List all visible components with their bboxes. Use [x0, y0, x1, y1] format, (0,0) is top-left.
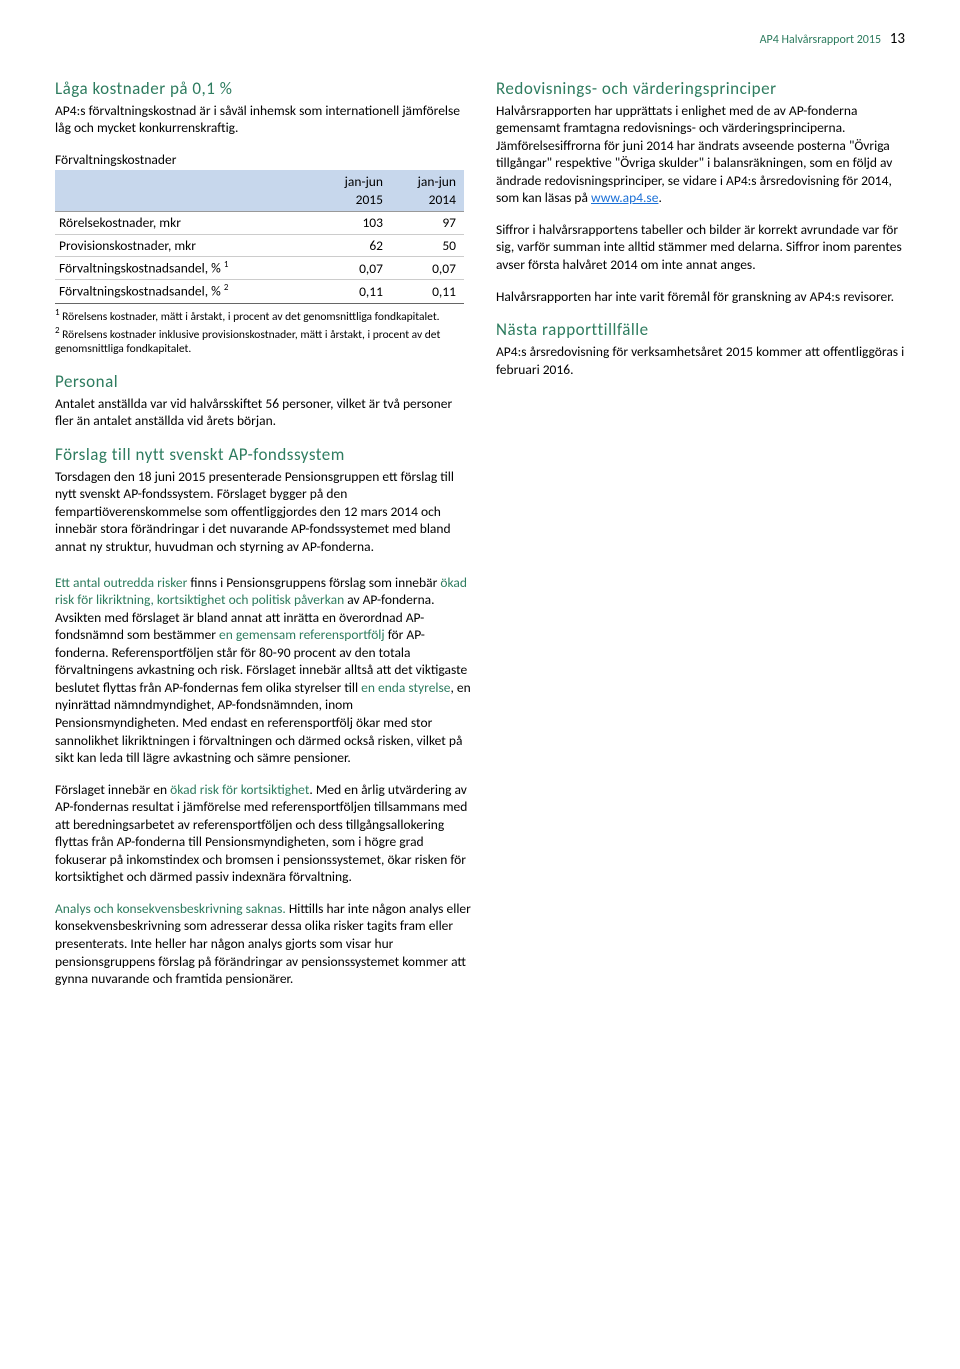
- heading-proposal: Förslag till nytt svenskt AP-fondssystem: [55, 444, 464, 466]
- accounting-p1-b: .: [658, 189, 661, 206]
- row-label-sup: 2: [224, 282, 229, 293]
- row-label: Förvaltningskostnadsandel, % 1: [55, 257, 318, 280]
- left-column: Låga kostnader på 0,1 % AP4:s förvaltnin…: [55, 78, 464, 570]
- accounting-p2: Siffror i halvårsrapportens tabeller och…: [496, 221, 905, 274]
- p1-emph-4: en enda styrelse: [361, 679, 450, 696]
- row-label: Förvaltningskostnadsandel, % 2: [55, 280, 318, 303]
- table-title: Förvaltningskostnader: [55, 151, 464, 169]
- ap4-link[interactable]: www.ap4.se: [591, 189, 658, 206]
- footnote-1-text: Rörelsens kostnader, mätt i årstakt, i p…: [60, 309, 440, 323]
- heading-accounting-principles: Redovisnings- och värderingsprinciper: [496, 78, 905, 100]
- p1-emph-1: Ett antal outredda risker: [55, 574, 190, 591]
- personal-text: Antalet anställda var vid halvårsskiftet…: [55, 395, 464, 430]
- row-v2: 97: [391, 212, 464, 235]
- p1-emph-3: en gemensam referensportfölj: [219, 626, 388, 643]
- col-header-2014: jan-jun 2014: [391, 170, 464, 212]
- col3-line1: jan-jun: [418, 173, 456, 190]
- p1-text-b: finns i Pensionsgruppens förslag som inn…: [190, 574, 440, 591]
- row-label-text: Förvaltningskostnadsandel, %: [59, 283, 224, 300]
- accounting-p3: Halvårsrapporten har inte varit föremål …: [496, 288, 905, 306]
- col2-line2: 2015: [356, 191, 383, 208]
- accounting-p1-a: Halvårsrapporten har upprättats i enligh…: [496, 102, 892, 207]
- row-v1: 0,11: [318, 280, 391, 303]
- next-report-text: AP4:s årsredovisning för verksamhetsåret…: [496, 343, 905, 378]
- table-header-row: jan-jun 2015 jan-jun 2014: [55, 170, 464, 212]
- row-v1: 103: [318, 212, 391, 235]
- risks-p3: Analys och konsekvensbeskrivning saknas.…: [55, 900, 472, 988]
- row-label: Provisionskostnader, mkr: [55, 234, 318, 257]
- row-label: Rörelsekostnader, mkr: [55, 212, 318, 235]
- row-v1: 62: [318, 234, 391, 257]
- table-row: Förvaltningskostnadsandel, % 2 0,11 0,11: [55, 280, 464, 303]
- risks-p1: Ett antal outredda risker finns i Pensio…: [55, 574, 472, 767]
- row-v1: 0,07: [318, 257, 391, 280]
- footnotes: 1 Rörelsens kostnader, mätt i årstakt, i…: [55, 308, 464, 357]
- heading-low-costs: Låga kostnader på 0,1 %: [55, 78, 464, 100]
- row-label-sup: 1: [224, 259, 229, 270]
- table-row: Rörelsekostnader, mkr 103 97: [55, 212, 464, 235]
- footnote-2-text: Rörelsens kostnader inklusive provisions…: [55, 328, 440, 356]
- col-header-blank: [55, 170, 318, 212]
- row-v2: 0,11: [391, 280, 464, 303]
- row-label-text: Förvaltningskostnadsandel, %: [59, 260, 224, 277]
- doc-title: AP4 Halvårsrapport 2015: [760, 33, 881, 47]
- col3-line2: 2014: [429, 191, 456, 208]
- full-width-section: Ett antal outredda risker finns i Pensio…: [55, 574, 472, 988]
- footnote-1: 1 Rörelsens kostnader, mätt i årstakt, i…: [55, 308, 464, 325]
- p2-emph: ökad risk för kortsiktighet: [170, 781, 309, 798]
- heading-next-report: Nästa rapporttillfälle: [496, 319, 905, 341]
- two-column-layout: Låga kostnader på 0,1 % AP4:s förvaltnin…: [55, 78, 905, 570]
- col2-line1: jan-jun: [345, 173, 383, 190]
- intro-low-costs: AP4:s förvaltningskostnad är i såväl inh…: [55, 102, 464, 137]
- table-row: Förvaltningskostnadsandel, % 1 0,07 0,07: [55, 257, 464, 280]
- table-row: Provisionskostnader, mkr 62 50: [55, 234, 464, 257]
- col-header-2015: jan-jun 2015: [318, 170, 391, 212]
- right-column: Redovisnings- och värderingsprinciper Ha…: [496, 78, 905, 570]
- proposal-intro: Torsdagen den 18 juni 2015 presenterade …: [55, 468, 464, 556]
- footnote-2: 2 Rörelsens kostnader inklusive provisio…: [55, 326, 464, 356]
- risks-p2: Förslaget innebär en ökad risk för korts…: [55, 781, 472, 886]
- page-number: 13: [890, 30, 905, 48]
- row-v2: 0,07: [391, 257, 464, 280]
- p2-text-a: Förslaget innebär en: [55, 781, 170, 798]
- accounting-p1: Halvårsrapporten har upprättats i enligh…: [496, 102, 905, 207]
- p3-emph: Analys och konsekvensbeskrivning saknas.: [55, 900, 289, 917]
- row-v2: 50: [391, 234, 464, 257]
- heading-personal: Personal: [55, 371, 464, 393]
- costs-table: jan-jun 2015 jan-jun 2014 Rörelsekostnad…: [55, 170, 464, 303]
- page-header: AP4 Halvårsrapport 2015 13: [55, 30, 905, 50]
